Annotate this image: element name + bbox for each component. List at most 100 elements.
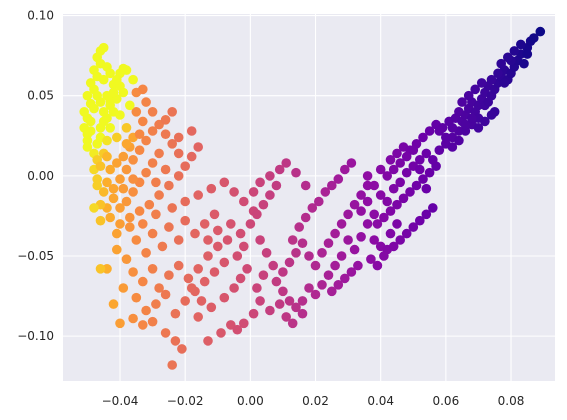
scatter-point [154,148,164,159]
scatter-point [213,225,223,236]
scatter-point [118,87,129,98]
scatter-point [102,151,112,162]
scatter-point [112,244,122,255]
scatter-point [144,199,155,210]
scatter-point [385,206,396,216]
scatter-point [102,177,112,188]
scatter-point [125,222,135,232]
scatter-point [193,142,203,152]
scatter-point [141,305,151,316]
scatter-point [496,58,507,69]
scatter-point [167,360,177,370]
scatter-point [362,171,373,181]
scatter-point [112,228,122,239]
scatter-point [219,257,230,268]
scatter-point [125,100,135,111]
scatter-point [147,316,158,327]
scatter-point [310,260,321,271]
scatter-point [95,161,106,171]
scatter-point [278,267,288,277]
scatter-point [252,209,262,220]
scatter-point [284,257,295,268]
scatter-point [128,174,138,184]
scatter-point [258,270,269,281]
scatter-point [343,235,353,245]
scatter-point [131,235,142,245]
scatter-point [408,145,419,155]
scatter-point [297,296,308,306]
scatter-point [499,78,510,88]
scatter-point [128,155,138,165]
scatter-point [327,180,337,191]
scatter-point [245,219,256,229]
scatter-point [522,49,533,59]
scatter-point [173,260,184,271]
scatter-point [128,74,138,85]
scatter-point [460,119,471,130]
scatter-point [300,212,311,223]
scatter-point [141,97,151,107]
scatter-point [379,212,389,223]
scatter-point [483,97,494,107]
scatter-point [271,180,282,191]
scatter-point [199,276,210,287]
x-tick-label: 0.08 [498,394,525,408]
scatter-point [183,273,194,284]
scatter-point [203,336,213,346]
scatter-point [115,219,125,229]
scatter-point [164,222,174,232]
scatter-point [141,167,151,178]
scatter-point [239,318,249,329]
scatter-point [141,248,151,258]
scatter-point [141,135,151,146]
scatter-point [333,174,344,184]
scatter-point [408,222,419,232]
scatter-point [138,219,148,229]
scatter-point [134,145,145,155]
scatter-point [242,264,252,274]
scatter-point [147,228,158,239]
scatter-point [291,248,301,258]
scatter-point [108,183,119,194]
scatter-point [248,187,259,197]
scatter-point [115,174,125,184]
scatter-point [268,260,279,271]
scatter-point [121,164,132,175]
scatter-point [310,289,321,300]
scatter-point [346,267,357,277]
scatter-point [320,187,331,197]
scatter-point [346,158,357,168]
scatter-point [418,132,428,143]
scatter-point [300,180,311,191]
scatter-point [232,324,243,335]
data-points [79,26,546,370]
scatter-point [411,180,422,191]
scatter-point [476,78,487,88]
scatter-point [424,167,435,178]
scatter-point [336,251,347,261]
scatter-point [121,254,132,264]
scatter-point [229,187,239,197]
scatter-point [486,74,497,85]
scatter-point [401,228,412,239]
scatter-point [356,190,366,200]
scatter-point [239,241,249,252]
scatter-point [287,235,298,245]
scatter-point [138,320,148,330]
scatter-point [115,110,125,120]
scatter-point [154,283,164,293]
scatter-point [434,145,445,155]
scatter-point [398,193,409,204]
scatter-point [447,142,458,152]
scatter-point [274,164,285,175]
scatter-point [186,126,197,136]
scatter-point [447,123,458,133]
scatter-point [382,171,393,181]
scatter-point [147,264,158,274]
scatter-point [509,46,520,56]
scatter-point [294,222,305,232]
scatter-point [470,84,481,95]
scatter-point [203,251,213,261]
y-tick-label: 0.05 [27,89,54,103]
